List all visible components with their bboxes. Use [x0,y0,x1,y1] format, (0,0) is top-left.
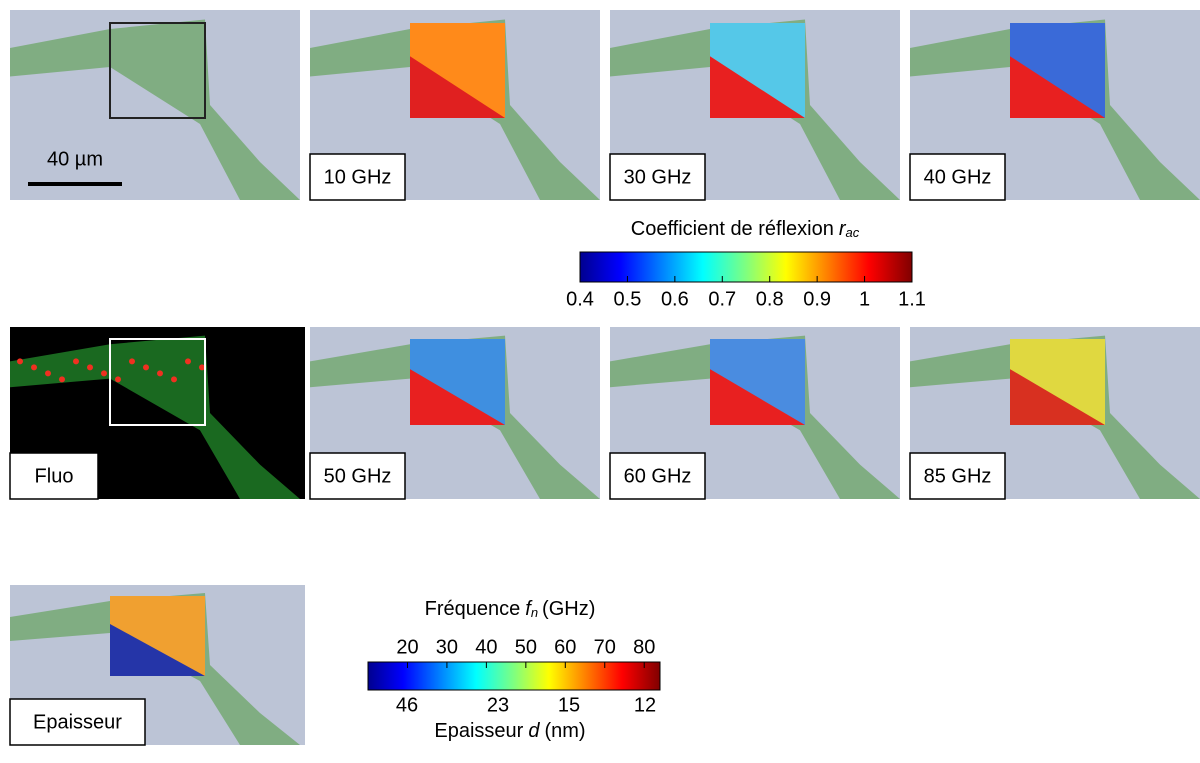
heatmap-region [1010,56,1105,118]
label-box [9,452,99,500]
scale-label: 40 µm [47,148,103,170]
fluorescence-spot [31,364,37,371]
heatmap-region [710,56,805,118]
fluorescence-spot [115,376,121,383]
label-box [909,153,1006,201]
fluorescence-spot [185,358,191,365]
title-subscript: n [531,605,538,620]
fluorescence-spot [157,370,163,377]
cell-shape [10,19,300,200]
panel-label: 10 GHz [324,166,392,188]
label-box [609,153,706,201]
colorbar-title: Coefficient de réflexion rac [631,218,860,240]
tick-label: 50 [515,636,537,658]
image-panel: Fluo [9,327,305,500]
image-panel: 10 GHz [309,10,600,201]
tick-label: 70 [594,636,616,658]
panel-label: 30 GHz [624,166,692,188]
label-box [309,153,406,201]
title-subscript: ac [846,225,860,240]
fluorescence-spot [199,364,205,371]
thickness-tick-label: 12 [634,694,656,716]
fluorescence-spot [87,364,93,371]
cell-shape [610,335,900,499]
title-part: (GHz) [542,598,595,620]
cell-shape [910,19,1200,200]
label-box [609,452,706,500]
tick-label: 0.5 [614,288,642,310]
cell-shape [610,19,900,200]
image-panel: Epaisseur [9,585,305,746]
tick-label: 60 [554,636,576,658]
tick-label: 40 [475,636,497,658]
tick-label: 0.9 [803,288,831,310]
fluorescence-spot [101,370,107,377]
tick-label: 0.6 [661,288,689,310]
image-panel: 50 GHz [309,327,600,500]
tick-label: 80 [633,636,655,658]
roi-box [109,338,206,426]
thickness-tick-label: 15 [558,694,580,716]
title-part: Coefficient de réflexion [631,218,834,240]
panel-label: 50 GHz [324,465,392,487]
fluorescence-spot [171,376,177,383]
fluorescence-spot [129,358,135,365]
thickness-tick-label: 46 [396,694,418,716]
cell-shape [910,335,1200,499]
title-part: d [528,720,540,742]
heatmap-region [110,624,205,676]
colorbar-title: Fréquence fn (GHz) [425,598,596,620]
image-panel: 40 GHz [909,10,1200,201]
colorbar [579,251,913,283]
label-box [309,452,406,500]
cell-shape [310,19,600,200]
image-panel: 30 GHz [609,10,900,201]
title-part: (nm) [544,720,585,742]
heatmap-region [410,56,505,118]
fluorescence-spot [73,358,79,365]
panel-label: Fluo [35,465,74,487]
title-part: r [839,218,847,240]
title-part: Fréquence [425,598,521,620]
fluorescence-spot [17,358,23,365]
panel-label: 60 GHz [624,465,692,487]
roi-box [109,22,206,119]
panel-label: Epaisseur [33,711,122,733]
tick-label: 0.4 [566,288,594,310]
tick-label: 0.7 [708,288,736,310]
tick-label: 1.1 [898,288,926,310]
image-panel: 85 GHz [909,327,1200,500]
cell-shape [310,335,600,499]
panel-label: 40 GHz [924,166,992,188]
tick-label: 0.8 [756,288,784,310]
label-box [9,698,146,746]
tick-label: 30 [436,636,458,658]
cell-shape [10,335,300,499]
axis-title: Epaisseur d (nm) [434,720,585,742]
title-part: f [525,598,533,620]
tick-label: 1 [859,288,870,310]
fluorescence-spot [143,364,149,371]
thickness-tick-label: 23 [487,694,509,716]
image-panel: 60 GHz [609,327,900,500]
image-panel: 40 µm [10,10,300,200]
fluorescence-spot [45,370,51,377]
fluorescence-spot [59,376,65,383]
cell-shape [10,593,300,745]
title-part: Epaisseur [434,720,523,742]
label-box [909,452,1006,500]
tick-label: 20 [396,636,418,658]
panel-label: 85 GHz [924,465,992,487]
colorbar [367,661,661,691]
